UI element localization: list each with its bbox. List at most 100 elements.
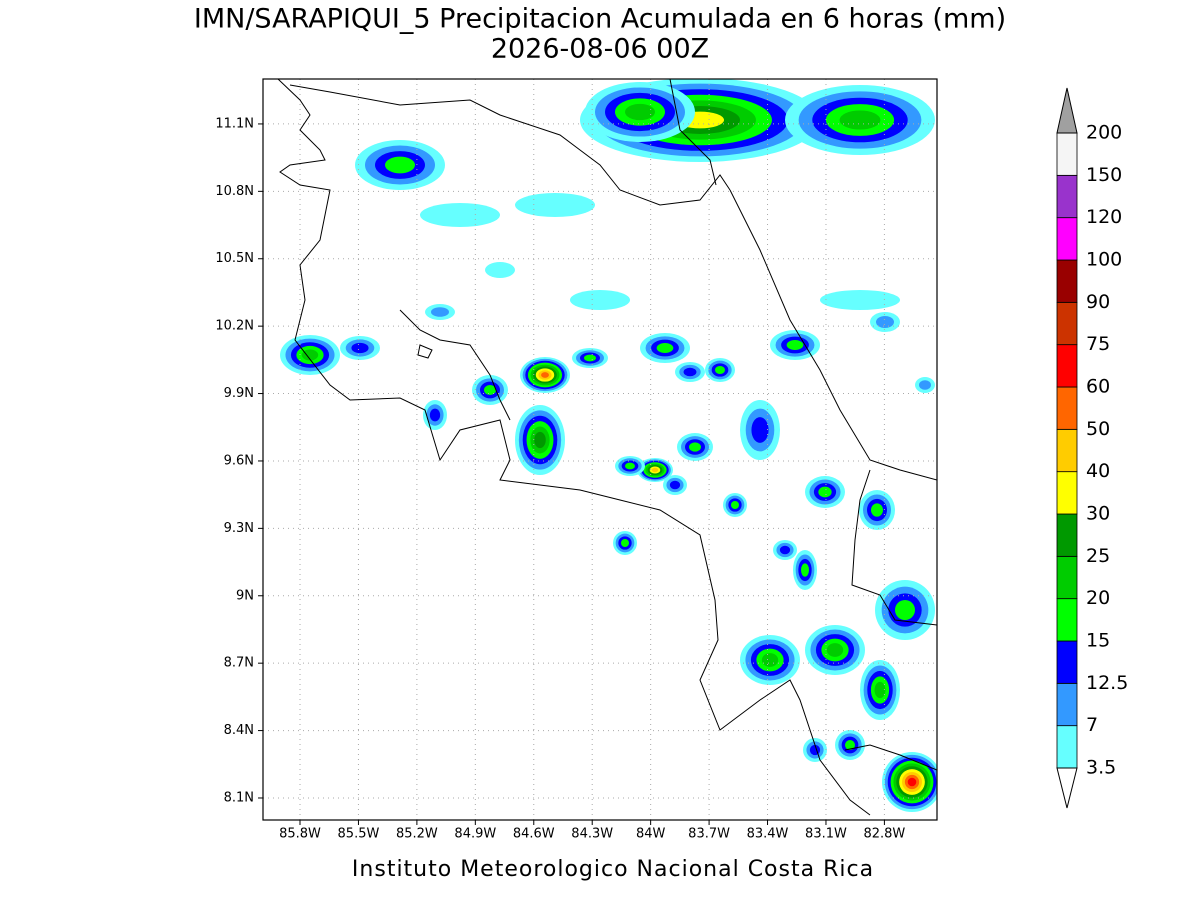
rain-cell: [683, 367, 697, 377]
rain-cell: [515, 193, 595, 217]
colorbar-label: 200: [1086, 122, 1122, 144]
rain-cell: [715, 366, 725, 374]
colorbar-segment: [1056, 513, 1078, 557]
colorbar-under: [1056, 767, 1078, 809]
y-tick-label: 8.1N: [224, 790, 254, 805]
grid: 85.8W 85.5W 85.2W 84.9W 84.6W 84.3W 84W 83.7W 83…: [215, 79, 937, 842]
y-tick-label: 8.4N: [224, 723, 254, 738]
rain-cell: [907, 777, 917, 787]
rain-cell: [786, 340, 804, 350]
rain-cell: [845, 740, 855, 750]
colorbar: 3.5 7 12.5 15 20 25 30 40 50 60 75 90 100 120 150 200: [1056, 87, 1128, 809]
y-tick-label: 9N: [236, 588, 254, 603]
rain-cell: [625, 103, 655, 121]
rain-cell: [818, 486, 832, 498]
y-tick-label: 9.6N: [224, 453, 254, 468]
rain-cell: [534, 431, 546, 449]
x-tick-label: 84W: [636, 827, 666, 842]
rain-cell: [761, 653, 779, 667]
rain-cell: [484, 385, 496, 395]
rain-cell: [429, 408, 441, 422]
colorbar-segment: [1056, 471, 1078, 515]
rain-cell: [731, 501, 739, 509]
colorbar-label: 12.5: [1086, 672, 1128, 694]
colorbar-label: 25: [1086, 545, 1110, 567]
y-tick-label: 10.2N: [215, 319, 254, 334]
rain-cell: [919, 380, 931, 390]
rain-cell: [876, 316, 894, 328]
rain-cell: [801, 563, 809, 577]
y-tick-label: 11.1N: [215, 116, 254, 131]
colorbar-segment: [1056, 725, 1078, 769]
colorbar-segment: [1056, 344, 1078, 388]
rain-cell: [485, 262, 515, 278]
colorbar-segment: [1056, 428, 1078, 473]
colorbar-label: 7: [1086, 714, 1098, 736]
colorbar-segment: [1056, 217, 1078, 261]
rain-cell: [820, 290, 900, 310]
colorbar-label: 50: [1086, 418, 1110, 440]
rain-cell: [570, 290, 630, 310]
colorbar-segment: [1056, 132, 1078, 176]
y-tick-label: 9.3N: [224, 521, 254, 536]
subtitle: 2026-08-06 00Z: [491, 34, 709, 65]
x-tick-label: 84.6W: [513, 827, 555, 842]
colorbar-segment: [1056, 301, 1078, 346]
rain-cell: [621, 539, 629, 547]
precipitation-field: [280, 79, 937, 812]
rain-cell: [751, 417, 769, 443]
colorbar-label: 120: [1086, 206, 1122, 228]
colorbar-segment: [1056, 598, 1078, 642]
rain-cell: [656, 343, 674, 353]
rain-cell: [420, 203, 500, 227]
x-tick-label: 85.8W: [279, 827, 321, 842]
colorbar-label: 3.5: [1086, 757, 1116, 779]
colorbar-label: 30: [1086, 503, 1110, 525]
y-tick-label: 9.9N: [224, 386, 254, 401]
colorbar-label: 150: [1086, 164, 1122, 186]
colorbar-segment: [1056, 386, 1078, 430]
rain-cell: [826, 643, 844, 657]
colorbar-label: 15: [1086, 630, 1110, 652]
colorbar-segment: [1056, 259, 1078, 303]
colorbar-label: 100: [1086, 249, 1122, 271]
colorbar-label: 75: [1086, 333, 1110, 355]
colorbar-segment: [1056, 174, 1078, 219]
colorbar-label: 20: [1086, 587, 1110, 609]
x-tick-label: 83.7W: [688, 827, 730, 842]
rain-cell: [895, 600, 915, 620]
rain-cell: [839, 110, 881, 130]
y-tick-label: 10.5N: [215, 251, 254, 266]
coastlines: [277, 79, 937, 816]
rain-cell: [301, 349, 319, 361]
title: IMN/SARAPIQUI_5 Precipitacion Acumulada …: [194, 4, 1006, 35]
x-tick-label: 83.1W: [805, 827, 847, 842]
y-tick-label: 10.8N: [215, 184, 254, 199]
rain-cell: [385, 156, 415, 174]
y-tick-label: 8.7N: [224, 656, 254, 671]
rain-cell: [625, 462, 635, 470]
rain-cell: [874, 681, 886, 699]
rain-cell: [541, 372, 549, 378]
rain-cell: [871, 503, 883, 517]
map-frame: [262, 78, 938, 821]
colorbar-label: 90: [1086, 291, 1110, 313]
colorbar-label: 60: [1086, 376, 1110, 398]
colorbar-segment: [1056, 555, 1078, 600]
rain-cell: [669, 480, 681, 490]
rain-cell: [779, 545, 791, 555]
colorbar-over: [1056, 87, 1078, 134]
x-tick-label: 84.3W: [571, 827, 613, 842]
x-tick-label: 85.2W: [396, 827, 438, 842]
x-tick-label: 82.8W: [863, 827, 905, 842]
x-tick-label: 85.5W: [338, 827, 380, 842]
colorbar-segment: [1056, 682, 1078, 727]
rain-cell: [689, 442, 701, 452]
rain-cell: [431, 307, 449, 317]
rain-cell: [651, 467, 659, 473]
footer: Instituto Meteorologico Nacional Costa R…: [352, 857, 874, 882]
rain-cell: [584, 354, 596, 362]
rain-cell: [351, 342, 369, 354]
x-tick-label: 83.4W: [747, 827, 789, 842]
